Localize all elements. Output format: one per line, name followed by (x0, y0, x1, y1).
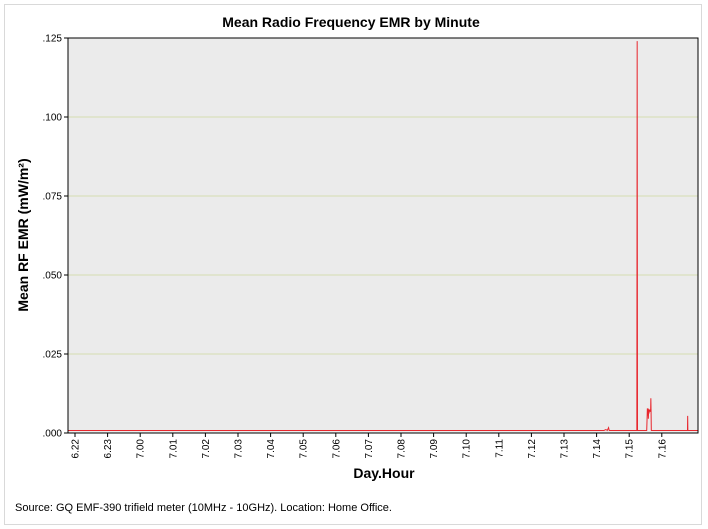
x-tick-label: 7.13 (560, 439, 571, 459)
y-tick-label: .100 (43, 113, 63, 124)
y-tick-label: .025 (43, 350, 63, 361)
x-tick-label: 7.09 (429, 439, 440, 459)
source-note: Source: GQ EMF-390 trifield meter (10MHz… (15, 502, 392, 514)
plot-area (68, 38, 698, 433)
x-tick-label: 6.22 (71, 439, 82, 459)
chart-title: Mean Radio Frequency EMR by Minute (222, 14, 480, 30)
y-tick-label: .000 (43, 429, 63, 440)
x-tick-label: 7.04 (266, 439, 277, 459)
y-tick-label: .050 (43, 271, 63, 282)
x-axis-title: Day.Hour (353, 465, 415, 481)
x-tick-labels: 6.22 6.23 7.00 7.01 7.02 7.03 7.04 7.05 7.06 7.07… (71, 439, 669, 459)
x-tick-label: 6.23 (103, 439, 114, 459)
axes (64, 37, 699, 437)
plot-border (67, 37, 699, 434)
y-tick-label: .125 (43, 34, 63, 45)
series-line (68, 41, 698, 432)
x-tick-label: 7.05 (299, 439, 310, 459)
x-tick-label: 7.14 (592, 439, 603, 459)
x-tick-label: 7.15 (625, 439, 636, 459)
y-tick-labels: .000 .025 .050 .075 .100 .125 (43, 34, 63, 440)
y-tick-label: .075 (43, 192, 63, 203)
chart-frame (4, 4, 702, 525)
x-tick-label: 7.10 (462, 439, 473, 459)
y-axis-title: Mean RF EMR (mW/m²) (15, 158, 31, 311)
x-tick-label: 7.00 (136, 439, 147, 459)
x-tick-label: 7.06 (331, 439, 342, 459)
series-layer (68, 41, 698, 432)
x-tick-label: 7.03 (234, 439, 245, 459)
x-tick-label: 7.01 (168, 439, 179, 459)
x-tick-label: 7.11 (494, 439, 505, 458)
x-tick-label: 7.02 (201, 439, 212, 459)
x-tick-label: 7.07 (364, 439, 375, 459)
x-tick-label: 7.08 (397, 439, 408, 459)
x-tick-label: 7.12 (527, 439, 538, 459)
x-tick-label: 7.16 (657, 439, 668, 459)
